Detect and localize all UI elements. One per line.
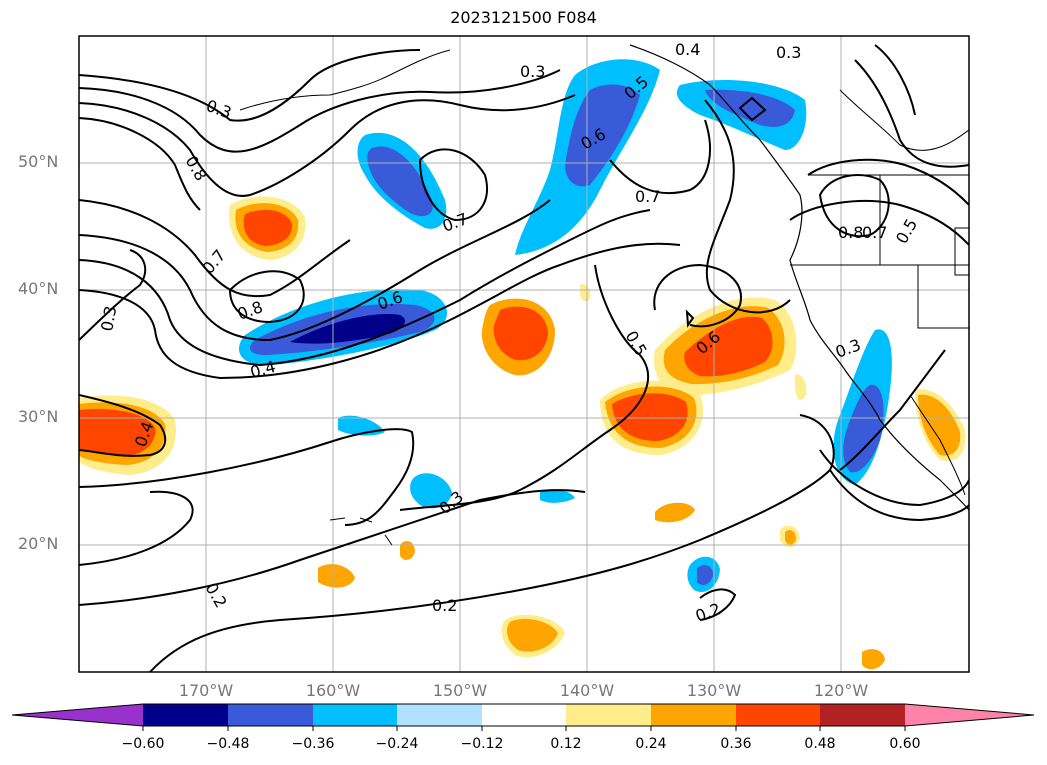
anomaly-fill-layer — [79, 59, 966, 670]
gridlines — [79, 36, 969, 672]
contour-label: 0.8 — [838, 223, 863, 242]
lon-label-140w: 140°W — [559, 681, 615, 700]
colorbar-extend-high — [905, 704, 1034, 726]
contour-label: 0.4 — [675, 40, 700, 59]
lon-label-150w: 150°W — [432, 681, 488, 700]
colorbar-bin — [482, 704, 566, 726]
colorbar — [11, 703, 1035, 731]
contour-label: 0.3 — [97, 304, 120, 332]
colorbar-bin — [651, 704, 736, 726]
contour-label: 0.7 — [635, 187, 660, 206]
lat-label-30n: 30°N — [18, 407, 59, 426]
lon-label-160w: 160°W — [305, 681, 361, 700]
colorbar-tick-label: 0.60 — [889, 736, 921, 752]
negative-anomaly-canada — [676, 80, 807, 150]
lon-label-170w: 170°W — [178, 681, 234, 700]
colorbar-tick-label: −0.48 — [206, 736, 250, 752]
positive-anomaly-dateline — [229, 196, 306, 260]
colorbar-bin — [736, 704, 820, 726]
colorbar-tick-label: 0.36 — [720, 736, 752, 752]
contour-label: 0.7 — [862, 223, 887, 242]
colorbar-tick-label: 0.48 — [804, 736, 836, 752]
map-frame — [78, 35, 970, 673]
contour-label: 0.2 — [432, 596, 457, 615]
colorbar-bin — [566, 704, 651, 726]
negative-anomaly-small — [338, 415, 720, 592]
colorbar-extend-low — [12, 704, 143, 726]
contour-label: 0.3 — [776, 43, 801, 62]
colorbar-bin — [228, 704, 313, 726]
positive-anomaly-baja — [915, 389, 966, 462]
lat-label-50n: 50°N — [18, 152, 59, 171]
positive-anomaly-mid — [481, 298, 555, 376]
colorbar-bin — [313, 704, 397, 726]
negative-anomaly-central — [238, 289, 447, 366]
colorbar-bin — [143, 704, 228, 726]
colorbar-tick-label: 0.24 — [635, 736, 667, 752]
colorbar-tick-label: −0.36 — [291, 736, 335, 752]
colorbar-bin — [820, 704, 905, 726]
positive-anomaly-small — [318, 284, 885, 670]
contour-layer — [79, 44, 969, 672]
colorbar-tick-label: 0.12 — [550, 736, 582, 752]
negative-anomaly-coast — [833, 329, 892, 485]
colorbar-tick-label: −0.24 — [375, 736, 419, 752]
colorbar-tick-label: −0.12 — [460, 736, 504, 752]
negative-anomaly-west — [357, 132, 447, 229]
colorbar-tick-label: −0.60 — [121, 736, 165, 752]
contour-labels: 0.3 0.4 0.3 0.3 0.8 0.5 0.6 0.7 0.7 0.8 … — [97, 40, 921, 626]
lat-label-20n: 20°N — [18, 534, 59, 553]
figure-title: 2023121500 F084 — [450, 8, 597, 27]
lat-label-40n: 40°N — [18, 279, 59, 298]
contour-label: 0.3 — [520, 62, 545, 81]
coastline-layer — [239, 44, 969, 546]
lon-label-120w: 120°W — [813, 681, 869, 700]
lon-label-130w: 130°W — [686, 681, 742, 700]
colorbar-bin — [397, 704, 482, 726]
